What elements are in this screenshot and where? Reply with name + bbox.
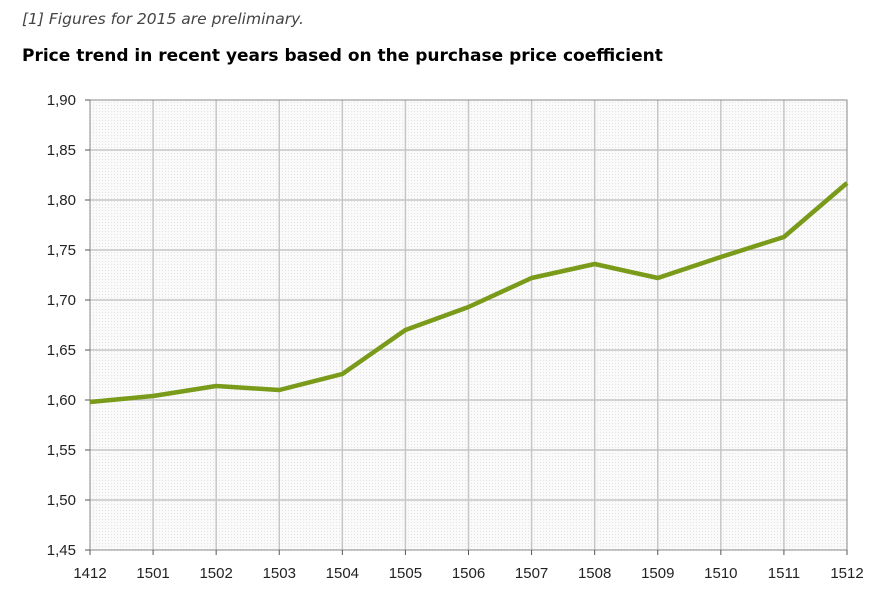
y-axis-labels: 1,45 1,50 1,55 1,60 1,65 1,70 1,75 1,80 1,85 1,90 [47,92,76,559]
y-tick-label: 1,50 [47,492,76,509]
data-point [594,263,596,265]
y-tick-label: 1,90 [47,92,76,109]
x-tick-label: 1503 [263,565,296,582]
footnote: [1] Figures for 2015 are preliminary. [22,10,304,28]
y-tick-label: 1,85 [47,142,76,159]
axis-ticks [85,99,848,555]
y-tick-label: 1,45 [47,542,76,559]
x-tick-label: 1505 [389,565,422,582]
x-tick-label: 1511 [768,565,800,582]
x-tick-label: 1506 [452,565,485,582]
x-axis-labels: 1412 1501 1502 1503 1504 1505 1506 1507 1508 1509… [73,565,863,582]
data-point [468,306,469,308]
x-tick-label: 1510 [704,565,737,582]
data-point [657,277,659,279]
series-group [89,181,849,405]
gridlines [90,100,847,550]
chart-title: Price trend in recent years based on the… [22,46,663,66]
data-point [89,401,91,403]
data-point [152,395,154,397]
data-point [404,329,406,331]
y-tick-label: 1,70 [47,292,76,309]
y-tick-label: 1,55 [47,442,76,459]
data-point [215,385,217,387]
data-point [783,236,785,238]
data-point [278,389,280,391]
y-tick-label: 1,60 [47,392,76,409]
x-tick-label: 1412 [73,565,106,582]
data-point [720,256,722,258]
x-tick-label: 1509 [641,565,674,582]
y-tick-label: 1,75 [47,242,76,259]
x-tick-label: 1504 [326,565,359,582]
x-tick-label: 1508 [578,565,611,582]
y-tick-label: 1,65 [47,342,76,359]
data-point [531,277,533,279]
y-tick-label: 1,80 [47,192,76,209]
x-tick-label: 1512 [830,565,863,582]
x-tick-label: 1501 [136,565,169,582]
x-tick-label: 1502 [199,565,232,582]
x-tick-label: 1507 [515,565,548,582]
data-point [341,373,343,375]
data-point [846,182,848,184]
